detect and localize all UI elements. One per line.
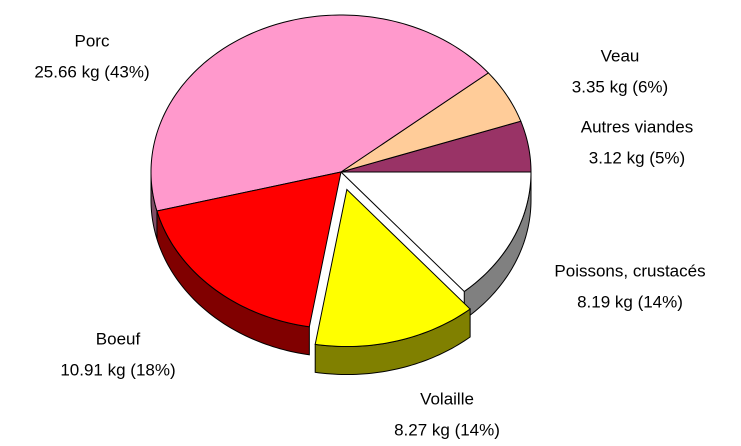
- value-label: 8.27 kg (14%): [394, 420, 500, 439]
- slice-label: Boeuf: [96, 329, 141, 348]
- slice-label: Veau: [601, 46, 640, 65]
- value-label: 3.12 kg (5%): [589, 148, 685, 167]
- slice-label: Porc: [75, 31, 110, 50]
- pie-slice: [339, 171, 532, 293]
- slice-label: Poissons, crustacés: [554, 261, 705, 280]
- pie-slice: [340, 120, 532, 173]
- pie-slice: [156, 171, 342, 328]
- slice-label: Autres viandes: [581, 117, 693, 136]
- value-label: 10.91 kg (18%): [60, 360, 175, 379]
- slice-label: Volaille: [420, 389, 474, 408]
- pie-slice: [314, 188, 471, 348]
- value-label: 25.66 kg (43%): [34, 62, 149, 81]
- value-label: 8.19 kg (14%): [577, 292, 683, 311]
- pie-slice: [340, 72, 522, 173]
- pie-slice: [150, 14, 490, 212]
- value-label: 3.35 kg (6%): [572, 77, 668, 96]
